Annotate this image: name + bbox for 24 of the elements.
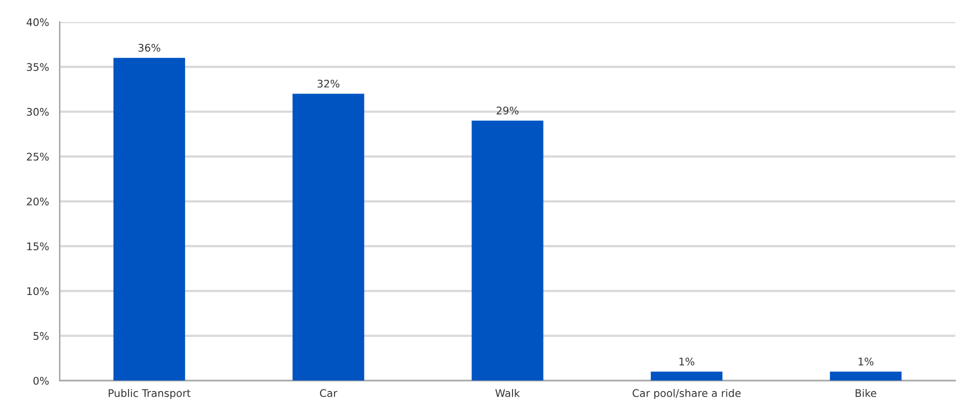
data-label: 1% — [858, 358, 874, 366]
y-tick-label: 20% — [26, 198, 49, 206]
y-tick-label: 5% — [34, 332, 49, 340]
y-tick-label: 35% — [26, 63, 49, 71]
x-tick-label: Car pool/share a ride — [632, 388, 741, 400]
x-tick-label: Car — [320, 389, 338, 398]
y-tick-label: 30% — [26, 108, 49, 116]
bar — [292, 94, 364, 381]
bar — [472, 120, 544, 381]
bar — [830, 372, 902, 381]
bar — [650, 372, 722, 381]
y-tick-label: 10% — [27, 287, 49, 296]
x-tick-label: Public Transport — [108, 388, 191, 400]
x-tick-label: Bike — [856, 388, 876, 398]
data-label: 32% — [318, 80, 340, 88]
y-tick-label: 25% — [26, 152, 49, 161]
y-tick-label: 40% — [26, 18, 49, 26]
data-label: 36% — [138, 44, 160, 52]
y-tick-label: 0% — [33, 376, 49, 385]
bar — [113, 58, 186, 381]
x-tick-label: Walk — [495, 388, 520, 398]
data-label: 29% — [496, 106, 518, 114]
data-label: 1% — [680, 358, 694, 366]
y-tick-label: 15% — [27, 242, 49, 250]
